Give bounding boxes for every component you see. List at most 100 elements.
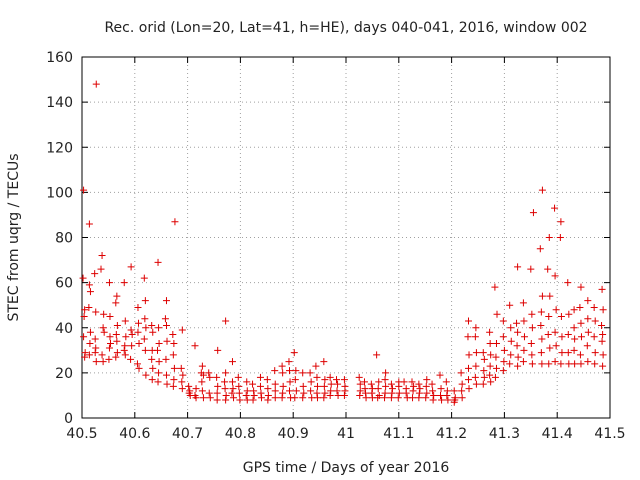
data-point bbox=[85, 303, 93, 311]
data-point bbox=[362, 389, 370, 397]
data-point bbox=[307, 378, 315, 386]
data-point bbox=[292, 367, 300, 375]
data-point bbox=[243, 378, 251, 386]
data-point bbox=[544, 265, 552, 273]
data-point bbox=[320, 358, 328, 366]
data-point bbox=[438, 396, 446, 404]
data-point bbox=[545, 312, 553, 320]
data-point bbox=[506, 360, 514, 368]
data-point bbox=[356, 380, 364, 388]
data-point bbox=[564, 331, 572, 339]
data-point bbox=[528, 310, 536, 318]
data-point bbox=[178, 378, 186, 386]
data-point bbox=[334, 380, 342, 388]
y-tick-label: 40 bbox=[55, 321, 73, 337]
data-point bbox=[381, 394, 389, 402]
data-point bbox=[576, 303, 584, 311]
data-point bbox=[361, 385, 369, 393]
data-point bbox=[528, 351, 536, 359]
data-point bbox=[499, 317, 507, 325]
data-point bbox=[584, 315, 592, 323]
data-point bbox=[599, 351, 607, 359]
data-point bbox=[527, 340, 535, 348]
data-point bbox=[236, 396, 244, 404]
data-point bbox=[249, 380, 257, 388]
data-point bbox=[228, 358, 236, 366]
data-point bbox=[290, 349, 298, 357]
data-point bbox=[155, 369, 163, 377]
data-point bbox=[142, 371, 150, 379]
data-point bbox=[373, 351, 381, 359]
data-point bbox=[86, 340, 94, 348]
data-point bbox=[557, 312, 565, 320]
data-point bbox=[422, 382, 430, 390]
data-point bbox=[162, 297, 170, 305]
data-point bbox=[80, 312, 88, 320]
data-point bbox=[591, 349, 599, 357]
data-point bbox=[192, 394, 200, 402]
data-point bbox=[148, 355, 156, 363]
data-point bbox=[538, 186, 546, 194]
data-point bbox=[256, 373, 264, 381]
data-point bbox=[486, 340, 494, 348]
data-point bbox=[271, 380, 279, 388]
data-point bbox=[154, 258, 162, 266]
data-point bbox=[395, 389, 403, 397]
data-point bbox=[98, 252, 106, 260]
data-point bbox=[100, 310, 108, 318]
data-point bbox=[545, 234, 553, 241]
data-point bbox=[121, 317, 129, 325]
data-point bbox=[228, 378, 236, 386]
y-tick-label: 60 bbox=[55, 276, 73, 292]
data-point bbox=[306, 369, 314, 377]
data-point bbox=[307, 387, 315, 395]
data-point bbox=[507, 351, 515, 359]
data-point bbox=[599, 331, 607, 339]
data-point bbox=[92, 80, 100, 88]
data-point bbox=[598, 337, 606, 345]
data-point bbox=[135, 340, 143, 348]
data-point bbox=[410, 382, 418, 390]
data-point bbox=[458, 380, 466, 388]
x-tick-label: 40.8 bbox=[225, 426, 256, 442]
data-point bbox=[537, 308, 545, 316]
data-point bbox=[374, 385, 382, 393]
data-point bbox=[235, 389, 243, 397]
data-point bbox=[228, 389, 236, 397]
data-points bbox=[79, 80, 607, 406]
data-point bbox=[320, 394, 328, 402]
data-point bbox=[507, 337, 515, 345]
data-point bbox=[214, 346, 222, 354]
data-point bbox=[499, 333, 507, 341]
y-tick-label: 100 bbox=[46, 185, 73, 201]
data-point bbox=[140, 335, 148, 343]
data-point bbox=[213, 373, 221, 381]
data-point bbox=[514, 328, 522, 336]
y-tick-label: 0 bbox=[64, 411, 73, 427]
data-point bbox=[584, 358, 592, 366]
data-point bbox=[382, 369, 390, 377]
y-tick-label: 160 bbox=[46, 50, 73, 66]
data-point bbox=[105, 355, 113, 363]
chart-title: Rec. orid (Lon=20, Lat=41, h=HE), days 0… bbox=[104, 20, 587, 36]
data-point bbox=[112, 353, 120, 361]
data-point bbox=[98, 351, 106, 359]
data-point bbox=[362, 394, 370, 402]
data-point bbox=[286, 387, 294, 395]
data-point bbox=[465, 385, 473, 393]
data-point bbox=[327, 387, 335, 395]
data-point bbox=[564, 279, 572, 287]
data-point bbox=[155, 340, 163, 348]
data-point bbox=[368, 389, 376, 397]
data-point bbox=[558, 333, 566, 341]
data-point bbox=[286, 367, 294, 375]
data-point bbox=[321, 389, 329, 397]
data-point bbox=[264, 391, 272, 399]
y-tick-label: 140 bbox=[46, 95, 73, 111]
data-point bbox=[415, 389, 423, 397]
data-point bbox=[486, 362, 494, 370]
data-point bbox=[382, 382, 390, 390]
data-point bbox=[169, 382, 177, 390]
